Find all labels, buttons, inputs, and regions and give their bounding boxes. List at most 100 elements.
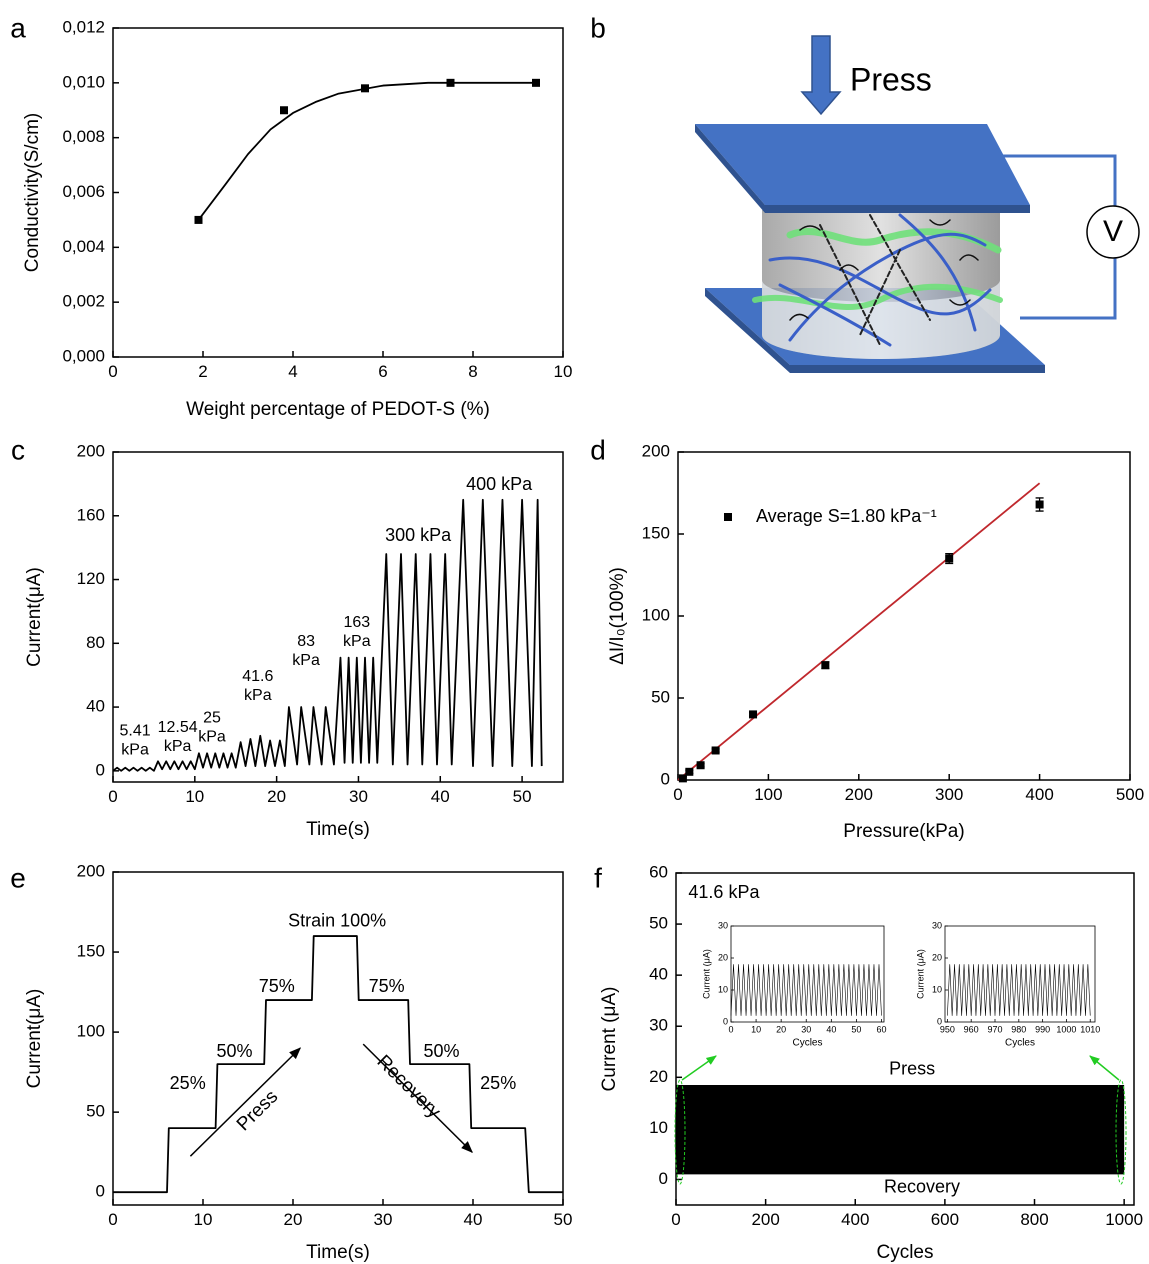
- x-axis-label: Pressure(kPa): [843, 821, 964, 842]
- x-tick-label: 50: [851, 1024, 861, 1034]
- x-tick-label: 10: [185, 787, 204, 806]
- x-tick-label: 50: [513, 787, 532, 806]
- panel-label: a: [10, 12, 26, 43]
- zoom-arrow: [681, 1055, 717, 1081]
- data-line: [113, 935, 563, 1194]
- x-tick-label: 4: [288, 362, 297, 381]
- annotation: kPa: [198, 729, 226, 746]
- annotation: 12.54: [158, 719, 198, 736]
- y-axis-label: Current(μA): [24, 567, 45, 667]
- x-tick-label: 1000: [1056, 1024, 1076, 1034]
- annotation: 163: [343, 614, 370, 631]
- x-tick-label: 30: [374, 1210, 393, 1229]
- x-tick-label: 970: [987, 1024, 1002, 1034]
- data-point: [711, 746, 720, 755]
- x-tick-label: 10: [554, 362, 573, 381]
- y-tick-label: 50: [649, 914, 668, 933]
- panel-label: d: [590, 434, 606, 465]
- zoom-marks: [674, 1055, 1127, 1185]
- annotation: 41.6 kPa: [688, 882, 760, 902]
- y-axis-label: Conductivity(S/cm): [22, 113, 43, 272]
- y-tick-label: 0: [937, 1016, 942, 1026]
- annotation: kPa: [244, 687, 272, 704]
- plot-frame: [112, 27, 564, 358]
- plot-frame: [112, 871, 564, 1206]
- zoom-ellipse: [1115, 1079, 1127, 1185]
- x-axis-label: Time(s): [306, 1242, 370, 1263]
- annotation: 25%: [170, 1073, 206, 1093]
- y-tick-label: 120: [77, 569, 105, 588]
- x-tick-label: 20: [284, 1210, 303, 1229]
- fit-line: [197, 81, 536, 221]
- legend-label: Average S=1.80 kPa⁻¹: [756, 506, 937, 526]
- y-axis-label: ΔI/I₀(100%): [607, 567, 628, 665]
- x-tick-label: 6: [378, 362, 387, 381]
- y-tick-label: 0: [723, 1016, 728, 1026]
- x-tick-label: 0: [108, 362, 117, 381]
- panel-label: f: [594, 862, 602, 893]
- x-tick-label: 20: [267, 787, 286, 806]
- plot-frame: [944, 925, 1096, 1023]
- fit-line: [677, 482, 1041, 781]
- y-tick-label: 150: [642, 523, 670, 542]
- x-tick-label: 0: [108, 1210, 117, 1229]
- x-tick-label: 950: [940, 1024, 955, 1034]
- annotation: 41.6: [242, 668, 273, 685]
- legend-marker: [724, 513, 732, 521]
- y-tick-label: 10: [932, 984, 942, 994]
- data-point: [361, 84, 369, 93]
- y-tick-label: 0,006: [62, 182, 105, 201]
- y-tick-label: 50: [651, 687, 670, 706]
- annotation: 75%: [259, 976, 295, 996]
- y-tick-label: 80: [86, 633, 105, 652]
- y-tick-label: 0: [96, 1182, 105, 1201]
- panel-label: e: [10, 862, 26, 893]
- arrow: [189, 1047, 302, 1157]
- x-tick-label: 0: [728, 1024, 733, 1034]
- y-tick-label: 0: [661, 769, 670, 788]
- y-axis-label: Current (μA): [701, 949, 711, 999]
- y-tick-label: 20: [649, 1067, 668, 1086]
- annotation: 5.41: [120, 722, 151, 739]
- x-axis-label: Time(s): [306, 819, 370, 840]
- y-tick-label: 0,002: [62, 292, 105, 311]
- annotation: 300 kPa: [385, 525, 452, 545]
- top-plate: [695, 124, 1030, 205]
- y-tick-label: 0,012: [62, 17, 105, 36]
- y-tick-label: 150: [77, 942, 105, 961]
- press-label: Press: [850, 61, 932, 97]
- y-tick-label: 0,010: [62, 72, 105, 91]
- arrow: [362, 1043, 473, 1154]
- data-point: [696, 761, 705, 770]
- y-tick-label: 40: [649, 965, 668, 984]
- voltmeter-label: V: [1103, 215, 1123, 248]
- y-tick-label: 30: [718, 920, 728, 930]
- x-tick-label: 960: [964, 1024, 979, 1034]
- x-tick-label: 1000: [1105, 1210, 1143, 1229]
- y-tick-label: 20: [718, 952, 728, 962]
- x-tick-label: 100: [754, 785, 782, 804]
- annotation: 25: [203, 710, 221, 727]
- x-tick-label: 400: [841, 1210, 869, 1229]
- x-tick-label: 2: [198, 362, 207, 381]
- y-tick-label: 30: [649, 1016, 668, 1035]
- y-tick-label: 200: [642, 441, 670, 460]
- x-tick-label: 600: [931, 1210, 959, 1229]
- y-tick-label: 100: [642, 605, 670, 624]
- wire: [1000, 154, 1117, 320]
- y-tick-label: 50: [86, 1102, 105, 1121]
- panel-label: c: [11, 434, 25, 465]
- voltmeter: [1086, 205, 1140, 259]
- x-tick-label: 10: [751, 1024, 761, 1034]
- data-point: [749, 710, 758, 719]
- x-axis-label: Cycles: [792, 1038, 822, 1049]
- y-axis-label: Current (μA): [599, 987, 620, 1092]
- x-tick-label: 300: [935, 785, 963, 804]
- annotation: Press: [889, 1058, 935, 1078]
- data-line: [730, 964, 882, 1016]
- data-point: [945, 554, 954, 563]
- y-tick-label: 0,004: [62, 237, 105, 256]
- x-tick-label: 8: [468, 362, 477, 381]
